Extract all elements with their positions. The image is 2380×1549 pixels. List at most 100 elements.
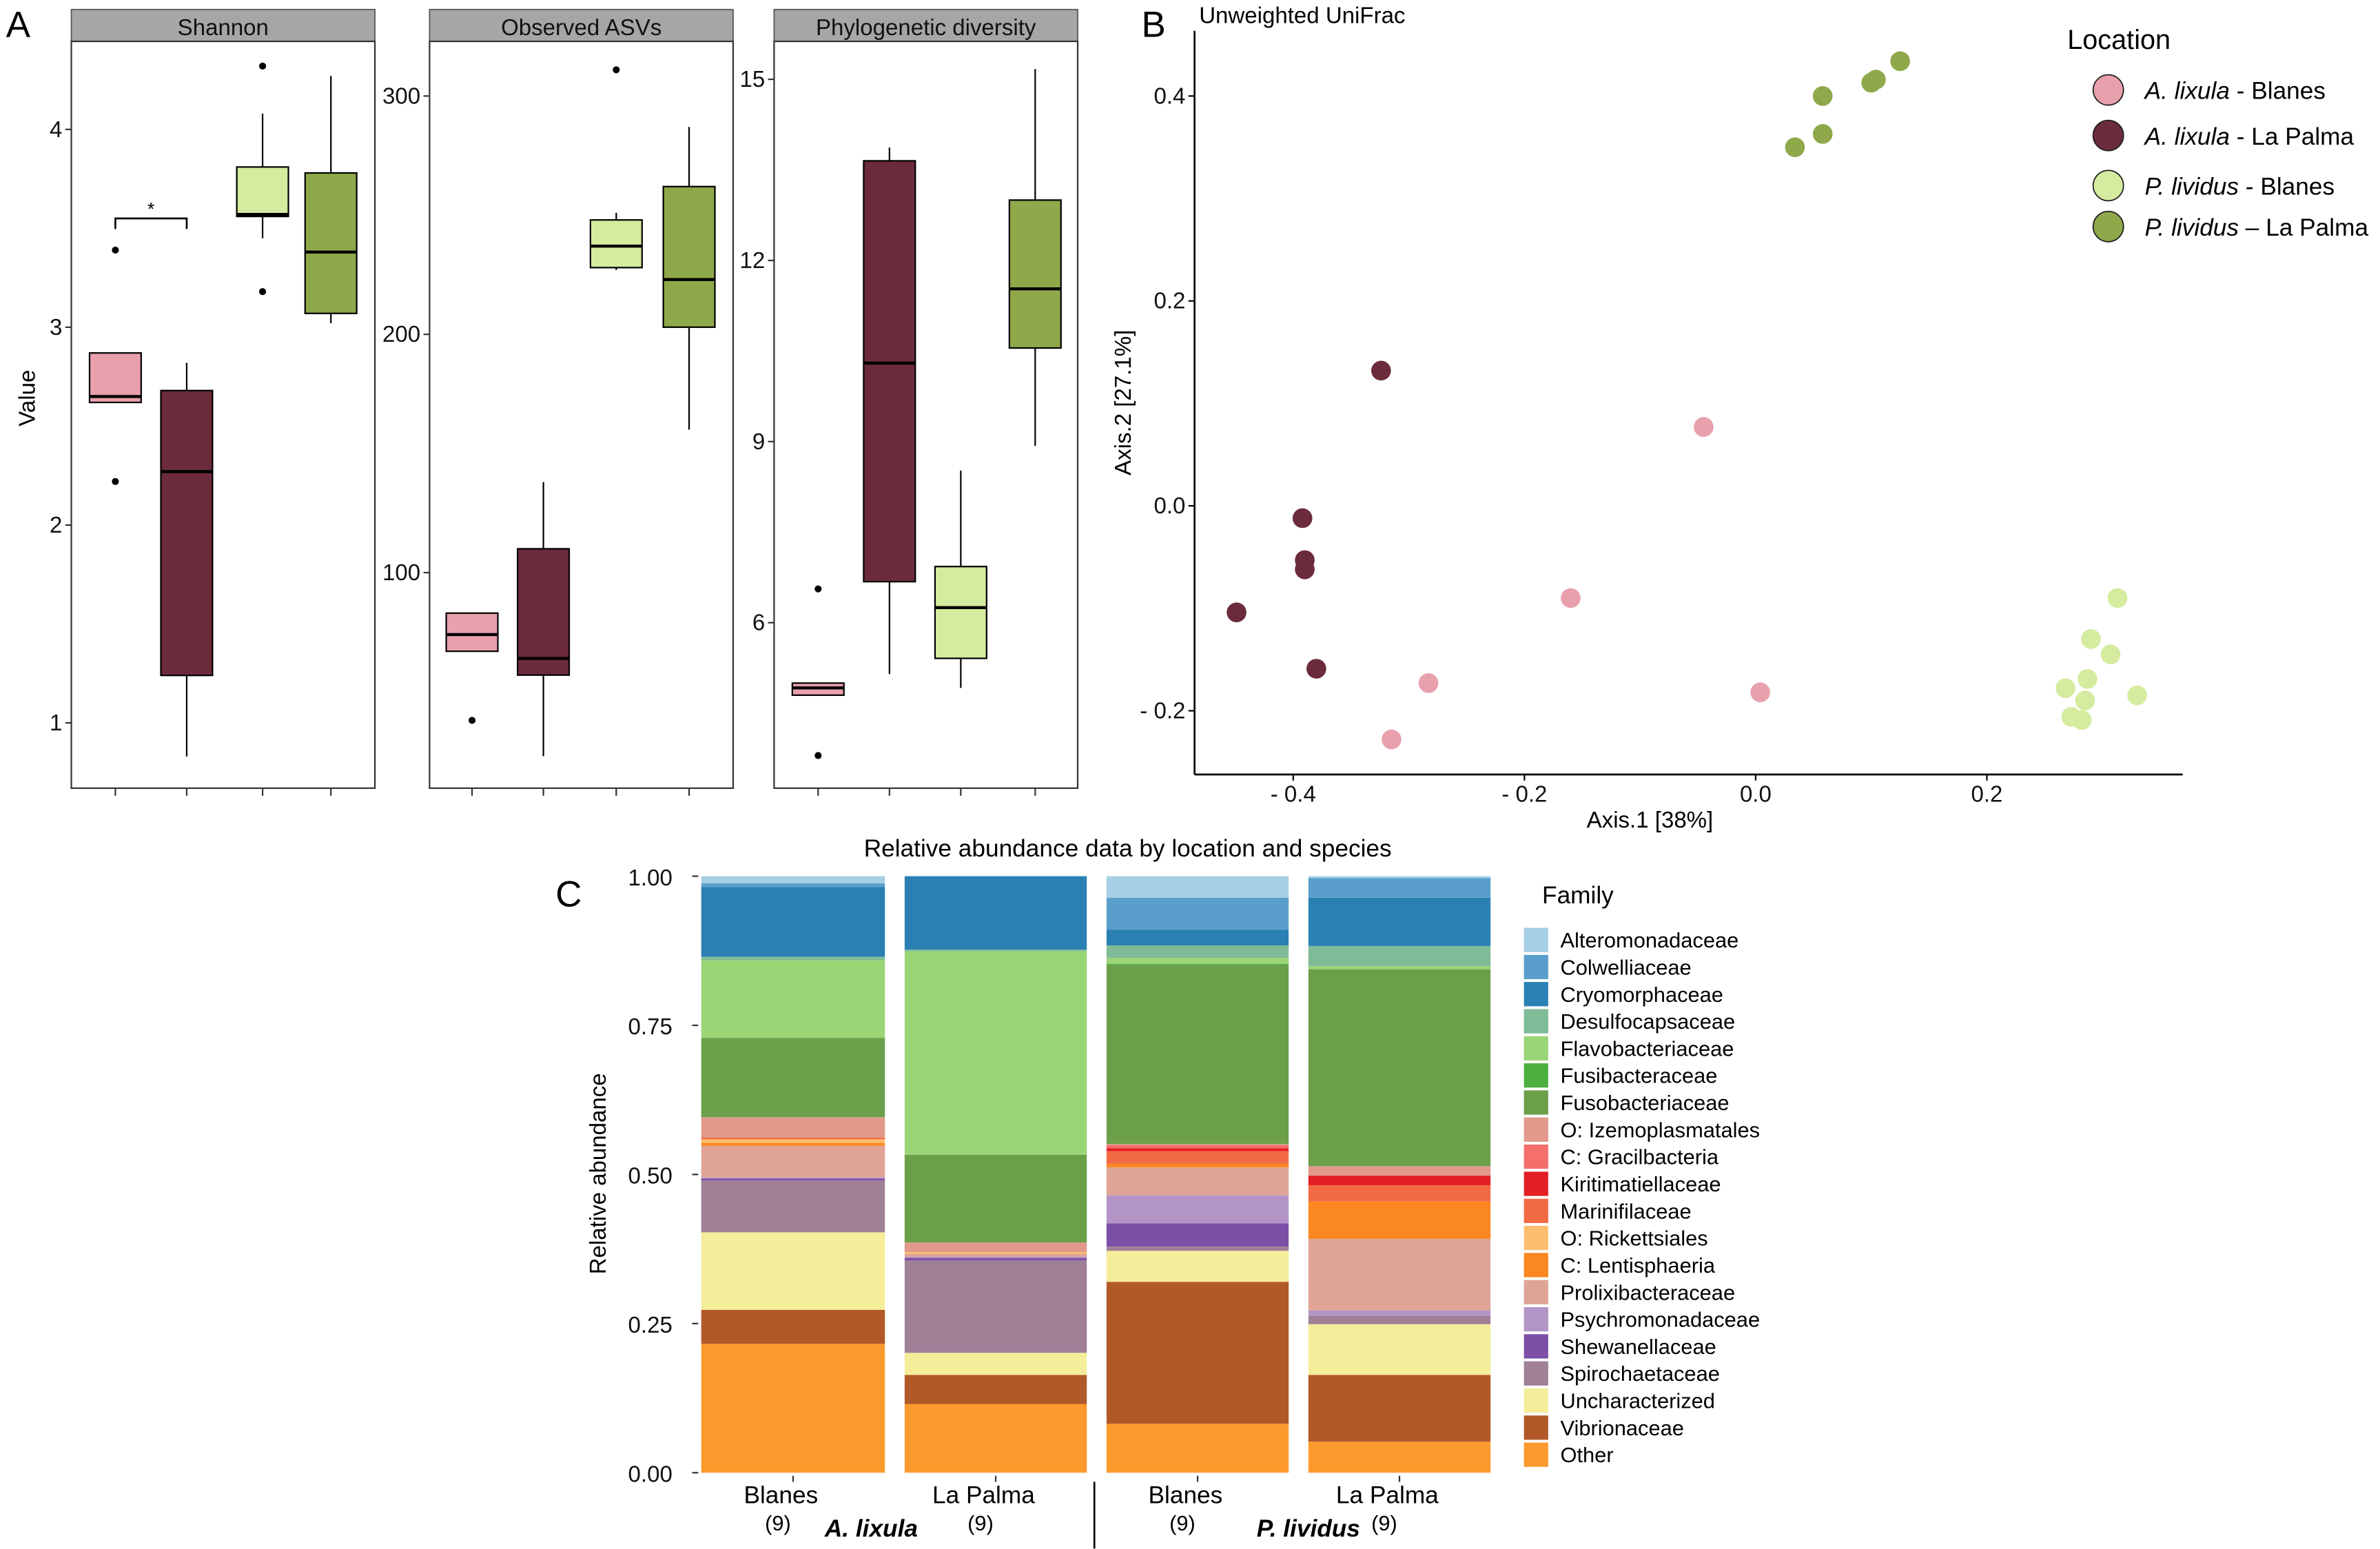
facet-phylogenetic-diversity: Phylogenetic diversity 6 9 12 15 xyxy=(739,8,1079,796)
bar-segment-marinifilaceae xyxy=(1308,1185,1491,1202)
y-tick-label: 2 xyxy=(50,513,62,538)
legend-label: P. lividus – La Palma xyxy=(2145,214,2369,241)
box-iqr xyxy=(88,352,142,404)
box-1 xyxy=(160,362,214,757)
bar-segment-desulfocapsaceae xyxy=(1106,945,1289,958)
bar-segment-prolixibacteraceae xyxy=(701,1145,885,1178)
panel-label-c: C xyxy=(555,874,582,915)
legend-swatch xyxy=(1524,1253,1548,1278)
x-sample-count: (9) xyxy=(1169,1511,1196,1535)
legend-entry: O: Rickettsiales xyxy=(1524,1226,1708,1251)
bar-segment-desulfocapsaceae xyxy=(904,950,1087,952)
y-tick-label: 1.00 xyxy=(628,865,673,891)
box-3 xyxy=(1008,69,1062,446)
legend-swatch xyxy=(2092,210,2124,243)
bar-segment-fusobacteriaceae xyxy=(1308,969,1491,1167)
bar-segment-desulfocapsaceae xyxy=(1308,945,1491,967)
legend-family: Family Alteromonadaceae Colwelliaceae Cryom… xyxy=(1524,882,1760,1467)
outlier-point xyxy=(112,246,119,254)
bar-segment-spirochaetaceae xyxy=(1106,1247,1289,1251)
y-tick-label: 3 xyxy=(50,315,62,340)
legend-entry: Fusobacteriaceae xyxy=(1524,1090,1730,1115)
bar-segment-shewanellaceae xyxy=(904,1258,1087,1261)
bar-segment-c-lentisphaeria xyxy=(701,1142,885,1146)
y-tick-label: 0.4 xyxy=(1153,83,1185,109)
outlier-point xyxy=(469,717,476,724)
data-point xyxy=(2071,710,2092,730)
bar-segment-prolixibacteraceae xyxy=(904,1253,1087,1257)
bar-segment-fusobacteriaceae xyxy=(701,1038,885,1118)
legend-entry: Flavobacteriaceae xyxy=(1524,1036,1734,1060)
data-point xyxy=(1866,70,1886,90)
x-tick-label: 0.0 xyxy=(1740,782,1772,808)
species-label: P. lividus xyxy=(1257,1515,1360,1542)
x-category-label: Blanes xyxy=(743,1481,818,1508)
bar-segment-vibrionaceae xyxy=(701,1309,885,1344)
box-iqr xyxy=(662,185,716,328)
bar-segment-vibrionaceae xyxy=(904,1375,1087,1404)
legend-location-name: - Blanes xyxy=(2230,78,2326,105)
x-axis-label: Axis.1 [38%] xyxy=(1587,808,1714,833)
series-3 xyxy=(1785,51,1910,158)
y-tick-label: 0.00 xyxy=(628,1462,673,1488)
bar-segment-c-gracilbacteria xyxy=(1106,1145,1289,1149)
box-2 xyxy=(589,66,643,270)
data-point xyxy=(2055,678,2075,699)
legend-swatch xyxy=(1524,1442,1548,1467)
legend-swatch xyxy=(1524,1306,1548,1332)
y-tick-label: 9 xyxy=(752,429,765,455)
chart-title: Relative abundance data by location and … xyxy=(864,835,1392,862)
legend-title: Family xyxy=(1542,882,1614,909)
x-sample-count: (9) xyxy=(967,1511,994,1535)
legend-location-name: – La Palma xyxy=(2239,214,2368,241)
legend-label: Uncharacterized xyxy=(1560,1389,1714,1413)
legend-swatch xyxy=(1524,1280,1548,1304)
legend-label: Colwelliaceae xyxy=(1560,955,1691,979)
legend-species: A. lixula xyxy=(2144,123,2230,150)
legend-swatch xyxy=(1524,982,1548,1007)
y-tick-label: 12 xyxy=(739,248,765,274)
stacked-bar-3 xyxy=(1308,876,1491,1473)
box-3 xyxy=(304,76,358,324)
legend-entry: Alteromonadaceae xyxy=(1524,927,1738,952)
legend-entry: Marinifilaceae xyxy=(1524,1198,1692,1223)
bar-segment-flavobacteriaceae xyxy=(701,960,885,1038)
legend-species: A. lixula xyxy=(2144,78,2230,105)
legend-species: P. lividus xyxy=(2145,174,2239,201)
data-point xyxy=(2075,690,2095,710)
bar-segment-spirochaetaceae xyxy=(904,1260,1087,1353)
outlier-point xyxy=(112,478,119,485)
legend-label: C: Gracilbacteria xyxy=(1560,1145,1719,1169)
legend-label: Shewanellaceae xyxy=(1560,1335,1716,1359)
series-1 xyxy=(1227,360,1391,679)
facet-shannon: Shannon 1 2 3 4 * xyxy=(50,8,376,796)
y-tick-label: 0.75 xyxy=(628,1014,673,1040)
y-tick-label: 1 xyxy=(50,710,62,736)
y-tick-label: 6 xyxy=(752,611,765,636)
outlier-point xyxy=(259,62,267,70)
box-iqr xyxy=(160,389,214,677)
bar-segment-c-lentisphaeria xyxy=(1308,1201,1491,1239)
x-category-label: La Palma xyxy=(1336,1481,1439,1508)
data-point xyxy=(1295,559,1315,579)
x-tick-label: - 0.2 xyxy=(1501,782,1547,808)
legend-entry: A. lixula - La Palma xyxy=(2092,119,2355,152)
legend-entry: Other xyxy=(1524,1442,1614,1467)
legend-entry: Colwelliaceae xyxy=(1524,954,1692,979)
box-iqr xyxy=(863,160,916,583)
legend-label: Flavobacteriaceae xyxy=(1560,1036,1734,1060)
bar-segment-marinifilaceae xyxy=(1106,1151,1289,1164)
y-tick-label: 15 xyxy=(739,67,765,92)
data-point xyxy=(1561,588,1581,608)
x-tick-label: 0.2 xyxy=(1971,782,2003,808)
legend-label: A. lixula - La Palma xyxy=(2144,123,2355,150)
data-point xyxy=(1785,137,1805,158)
bar-segment-cryomorphaceae xyxy=(701,887,885,957)
bar-segment-o-rickettsiales xyxy=(701,1139,885,1143)
stacked-bar-2 xyxy=(1106,876,1289,1473)
legend-entry: C: Gracilbacteria xyxy=(1524,1145,1719,1169)
series-2 xyxy=(2055,588,2147,730)
legend-label: Spirochaetaceae xyxy=(1560,1362,1719,1386)
panel-label-b: B xyxy=(1142,4,1166,45)
y-tick-label: - 0.2 xyxy=(1140,698,1185,724)
